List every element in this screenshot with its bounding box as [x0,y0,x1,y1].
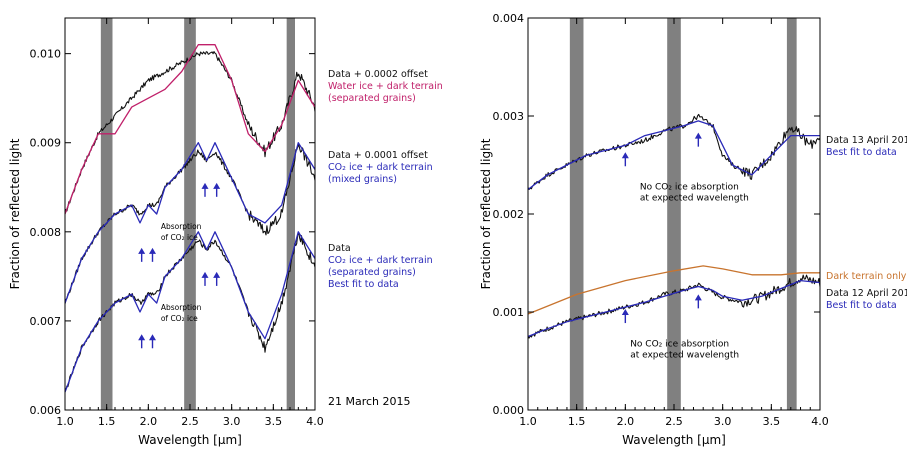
x-axis-label: Wavelength [μm] [622,433,726,447]
arrow-head [149,334,156,341]
legend-entry: Data + 0.0002 offset [328,69,428,80]
annotation-text: No CO₂ ice absorption [630,339,729,349]
annotation-text: No CO₂ ice absorption [640,183,739,193]
arrow-head [201,182,209,189]
absorption-band-2 [184,18,196,410]
arrow-head [621,152,629,159]
legend-entry: (mixed grains) [328,174,397,185]
x-tick-label: 2.5 [665,415,683,428]
legend-entry: CO₂ ice + dark terrain [328,162,433,173]
right-panel: 1.0 1.5 2.0 2.5 3.0 3.5 4.0 0.000 0.001 0.002 0.00… [479,12,907,447]
series-line-2 [64,44,316,215]
legend-entry: CO₂ ice + dark terrain [328,255,433,266]
legend-entry: (separated grains) [328,93,416,104]
absorption-band-2 [667,18,681,410]
y-tick-label: 0.006 [30,404,62,417]
y-tick-label: 0.007 [30,315,62,328]
date-label: 21 March 2015 [328,395,411,408]
y-tick-label: 0.009 [30,137,62,150]
x-axis-label: Wavelength [μm] [138,433,242,447]
absorption-band-3 [786,18,797,410]
x-tick-label: 2.5 [181,415,199,428]
x-tick-label: 3.5 [763,415,781,428]
x-tick-label: 3.0 [223,415,241,428]
legend-entry: Data 13 April 2015 [826,135,907,146]
legend-entry: Best fit to data [826,300,897,311]
arrow-head [138,334,146,341]
y-tick-label: 0.004 [493,12,525,25]
x-tick-label: 2.0 [140,415,158,428]
x-tick-label: 4.0 [306,415,324,428]
x-tick-label: 3.5 [265,415,283,428]
y-axis-label: Fraction of reflected light [8,138,22,289]
arrow-head [694,294,702,301]
x-tick-label: 1.0 [519,415,537,428]
left-panel: 1.0 1.5 2.0 2.5 3.0 3.5 4.0 0.006 0.007 0.008 0.00… [8,17,443,447]
y-axis-label: Fraction of reflected light [479,138,493,289]
arrow-head [149,247,156,254]
legend-entry: Best fit to data [328,279,399,290]
arrow-head [621,309,629,316]
x-tick-label: 2.0 [617,415,635,428]
annotation-text: at expected wavelength [640,194,749,204]
y-tick-label: 0.010 [30,48,62,61]
legend-entry: (separated grains) [328,267,416,278]
y-tick-label: 0.001 [493,306,525,319]
arrow-head [201,271,209,278]
annotation-text: of CO₂ ice [161,314,198,323]
absorption-band-1 [100,18,113,410]
series-line-3 [527,265,820,315]
y-tick-label: 0.000 [493,404,525,417]
annotation-text: Absorption [161,222,202,231]
legend-entry: Dark terrain only [826,271,907,282]
annotation-text: Absorption [161,303,202,312]
legend-entry: Best fit to data [826,147,897,158]
x-tick-label: 1.0 [56,415,74,428]
legend-entry: Water ice + dark terrain [328,81,443,92]
x-tick-label: 1.5 [568,415,586,428]
absorption-band-1 [569,18,584,410]
x-tick-label: 3.0 [714,415,732,428]
y-tick-label: 0.003 [493,110,525,123]
arrow-head [694,132,702,139]
series-line-1 [64,51,316,213]
annotation-text: at expected wavelength [630,350,739,360]
annotation-text: of CO₂ ice [161,233,198,242]
arrow-head [213,182,221,189]
x-tick-label: 4.0 [811,415,829,428]
series-line-4 [64,142,316,304]
series-line-5 [64,231,316,391]
x-tick-label: 1.5 [98,415,116,428]
arrow-head [138,247,146,254]
y-tick-label: 0.008 [30,226,62,239]
y-tick-label: 0.002 [493,208,525,221]
absorption-band-3 [286,18,295,410]
series-line-5 [527,279,821,338]
series-line-6 [64,231,316,393]
series-line-2 [527,120,820,191]
legend-entry: Data + 0.0001 offset [328,150,428,161]
arrow-head [213,271,221,278]
legend-entry: Data 12 April 2015 [826,288,907,299]
legend-entry: Data [328,243,351,254]
